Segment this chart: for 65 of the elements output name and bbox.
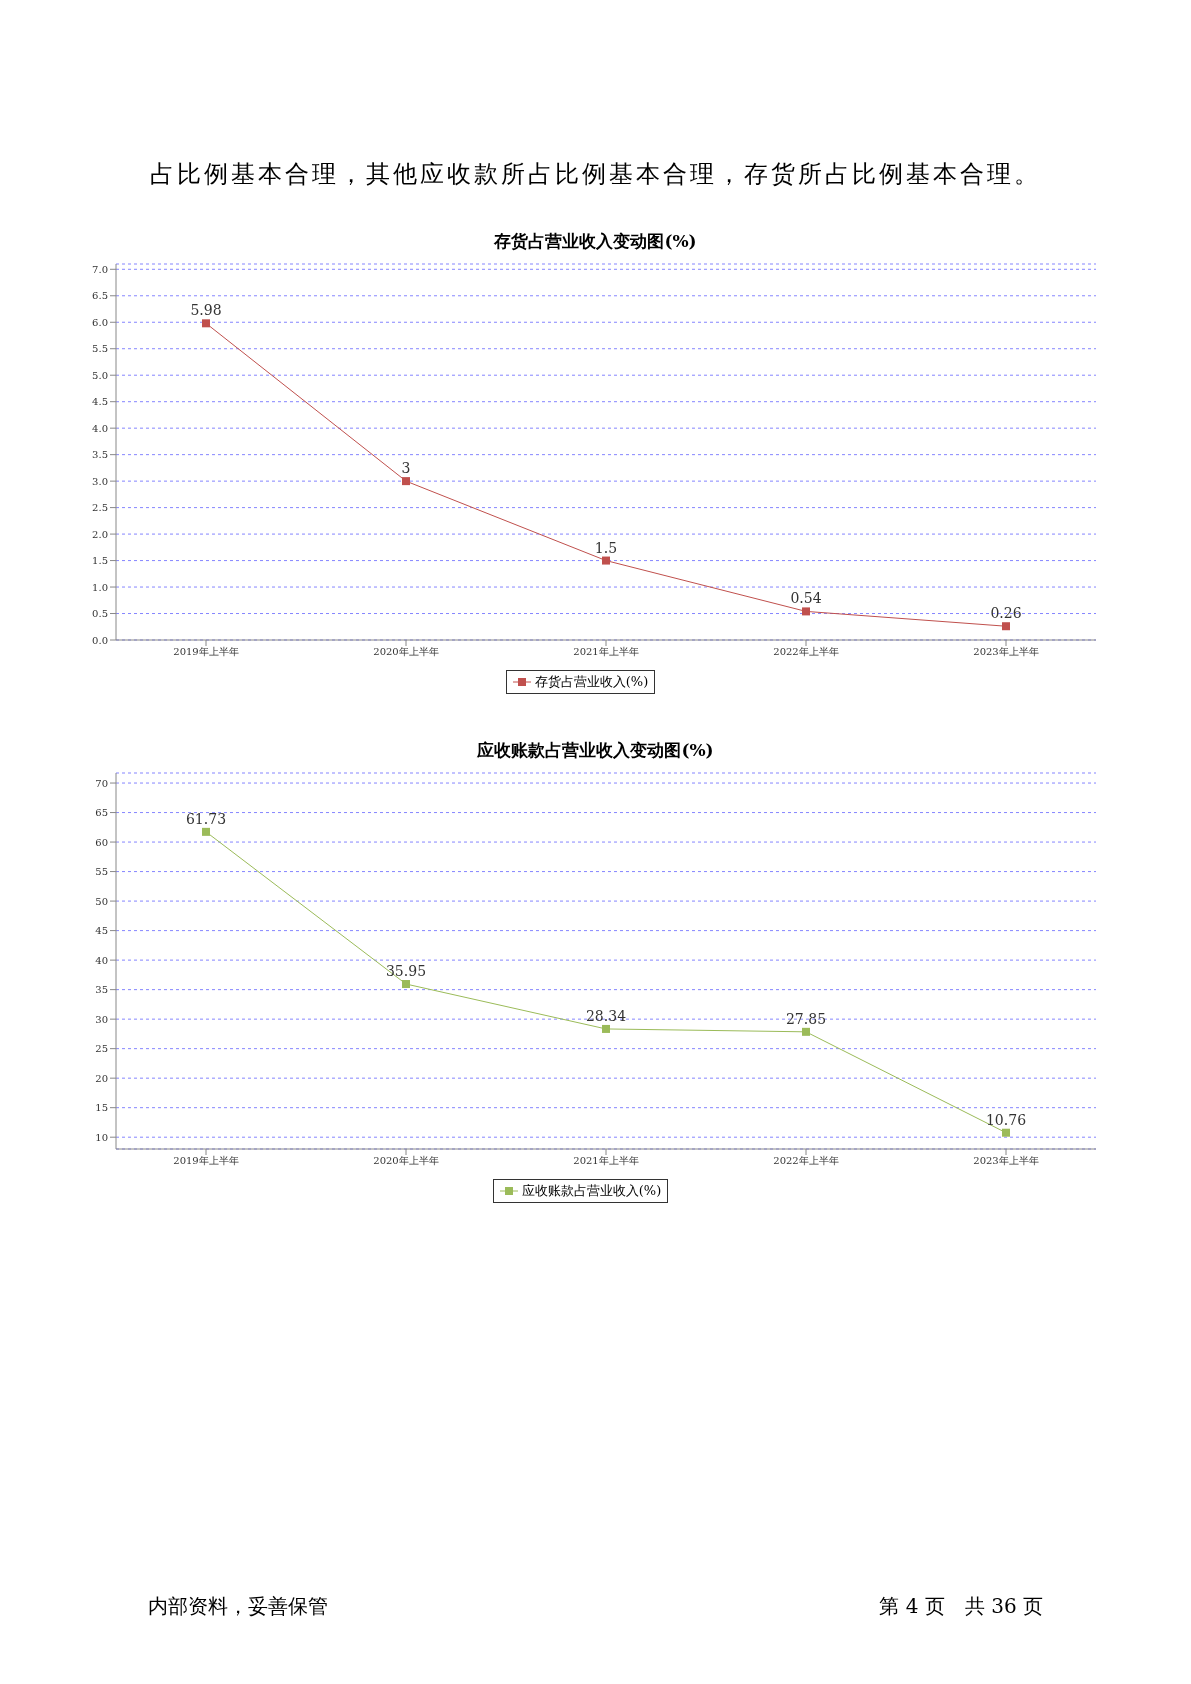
point: [801, 1027, 810, 1036]
x-tick-label: 2023年上半年: [972, 1155, 1039, 1167]
point: [601, 1024, 610, 1033]
x-tick-label: 2020年上半年: [372, 1155, 439, 1167]
legend-label: 存货占营业收入(%): [505, 670, 656, 694]
y-tick-label: 70: [94, 777, 108, 789]
y-tick-label: 0.0: [91, 634, 108, 646]
data-label: 61.73: [185, 810, 226, 827]
y-tick-label: 20: [94, 1072, 108, 1084]
y-tick-label: 3.0: [91, 475, 108, 487]
y-tick-label: 1.0: [91, 581, 108, 593]
y-tick-label: 7.0: [91, 263, 108, 275]
point: [1001, 1128, 1010, 1137]
y-tick-label: 55: [94, 866, 108, 878]
y-tick-label: 2.5: [91, 502, 108, 514]
data-label: 28.34: [585, 1007, 626, 1024]
chart-title: 存货占营业收入变动图(%): [493, 230, 698, 253]
x-tick-label: 2023年上半年: [972, 646, 1039, 658]
y-tick-label: 2.0: [91, 528, 108, 540]
y-tick-label: 30: [94, 1013, 108, 1025]
x-tick-label: 2021年上半年: [572, 1155, 639, 1167]
point: [601, 556, 610, 565]
y-tick-label: 45: [94, 925, 108, 937]
point: [1001, 622, 1010, 631]
y-tick-label: 40: [94, 954, 108, 966]
y-tick-label: 15: [94, 1102, 108, 1114]
point: [201, 319, 210, 328]
x-tick-label: 2022年上半年: [772, 1155, 839, 1167]
y-tick-label: 6.5: [91, 290, 108, 302]
data-label: 0.54: [789, 590, 822, 607]
x-tick-label: 2021年上半年: [572, 646, 639, 658]
y-tick-label: 35: [94, 984, 108, 996]
data-label: 35.95: [385, 963, 426, 980]
point: [401, 980, 410, 989]
y-tick-label: 6.0: [91, 316, 108, 328]
chart-title: 应收账款占营业收入变动图(%): [476, 739, 715, 762]
y-tick-label: 60: [94, 836, 108, 848]
y-tick-label: 25: [94, 1043, 108, 1055]
legend-label: 应收账款占营业收入(%): [492, 1179, 669, 1203]
data-label: 5.98: [189, 302, 222, 319]
y-tick-label: 65: [94, 807, 108, 819]
x-tick-label: 2019年上半年: [172, 646, 239, 658]
text: 内部资料，妥善保管: [148, 1593, 328, 1620]
x-tick-label: 2020年上半年: [372, 646, 439, 658]
data-label: 10.76: [985, 1111, 1026, 1128]
y-tick-label: 4.0: [91, 422, 108, 434]
point: [201, 827, 210, 836]
data-label: 1.5: [594, 539, 617, 556]
x-tick-label: 2022年上半年: [772, 646, 839, 658]
text: 占比例基本合理，其他应收款所占比例基本合理，存货所占比例基本合理。: [149, 159, 1042, 190]
y-tick-label: 50: [94, 895, 108, 907]
x-tick-label: 2019年上半年: [172, 1155, 239, 1167]
y-tick-label: 5.5: [91, 343, 108, 355]
y-tick-label: 1.5: [91, 555, 108, 567]
y-tick-label: 3.5: [91, 449, 108, 461]
y-tick-label: 4.5: [91, 396, 108, 408]
data-label: 27.85: [785, 1010, 826, 1027]
y-tick-label: 10: [94, 1131, 108, 1143]
data-label: 0.26: [989, 605, 1022, 622]
point: [801, 607, 810, 616]
data-label: 3: [401, 460, 410, 477]
y-tick-label: 0.5: [91, 608, 108, 620]
text: 第 4 页 共 36 页: [879, 1593, 1043, 1620]
y-tick-label: 5.0: [91, 369, 108, 381]
point: [401, 477, 410, 486]
